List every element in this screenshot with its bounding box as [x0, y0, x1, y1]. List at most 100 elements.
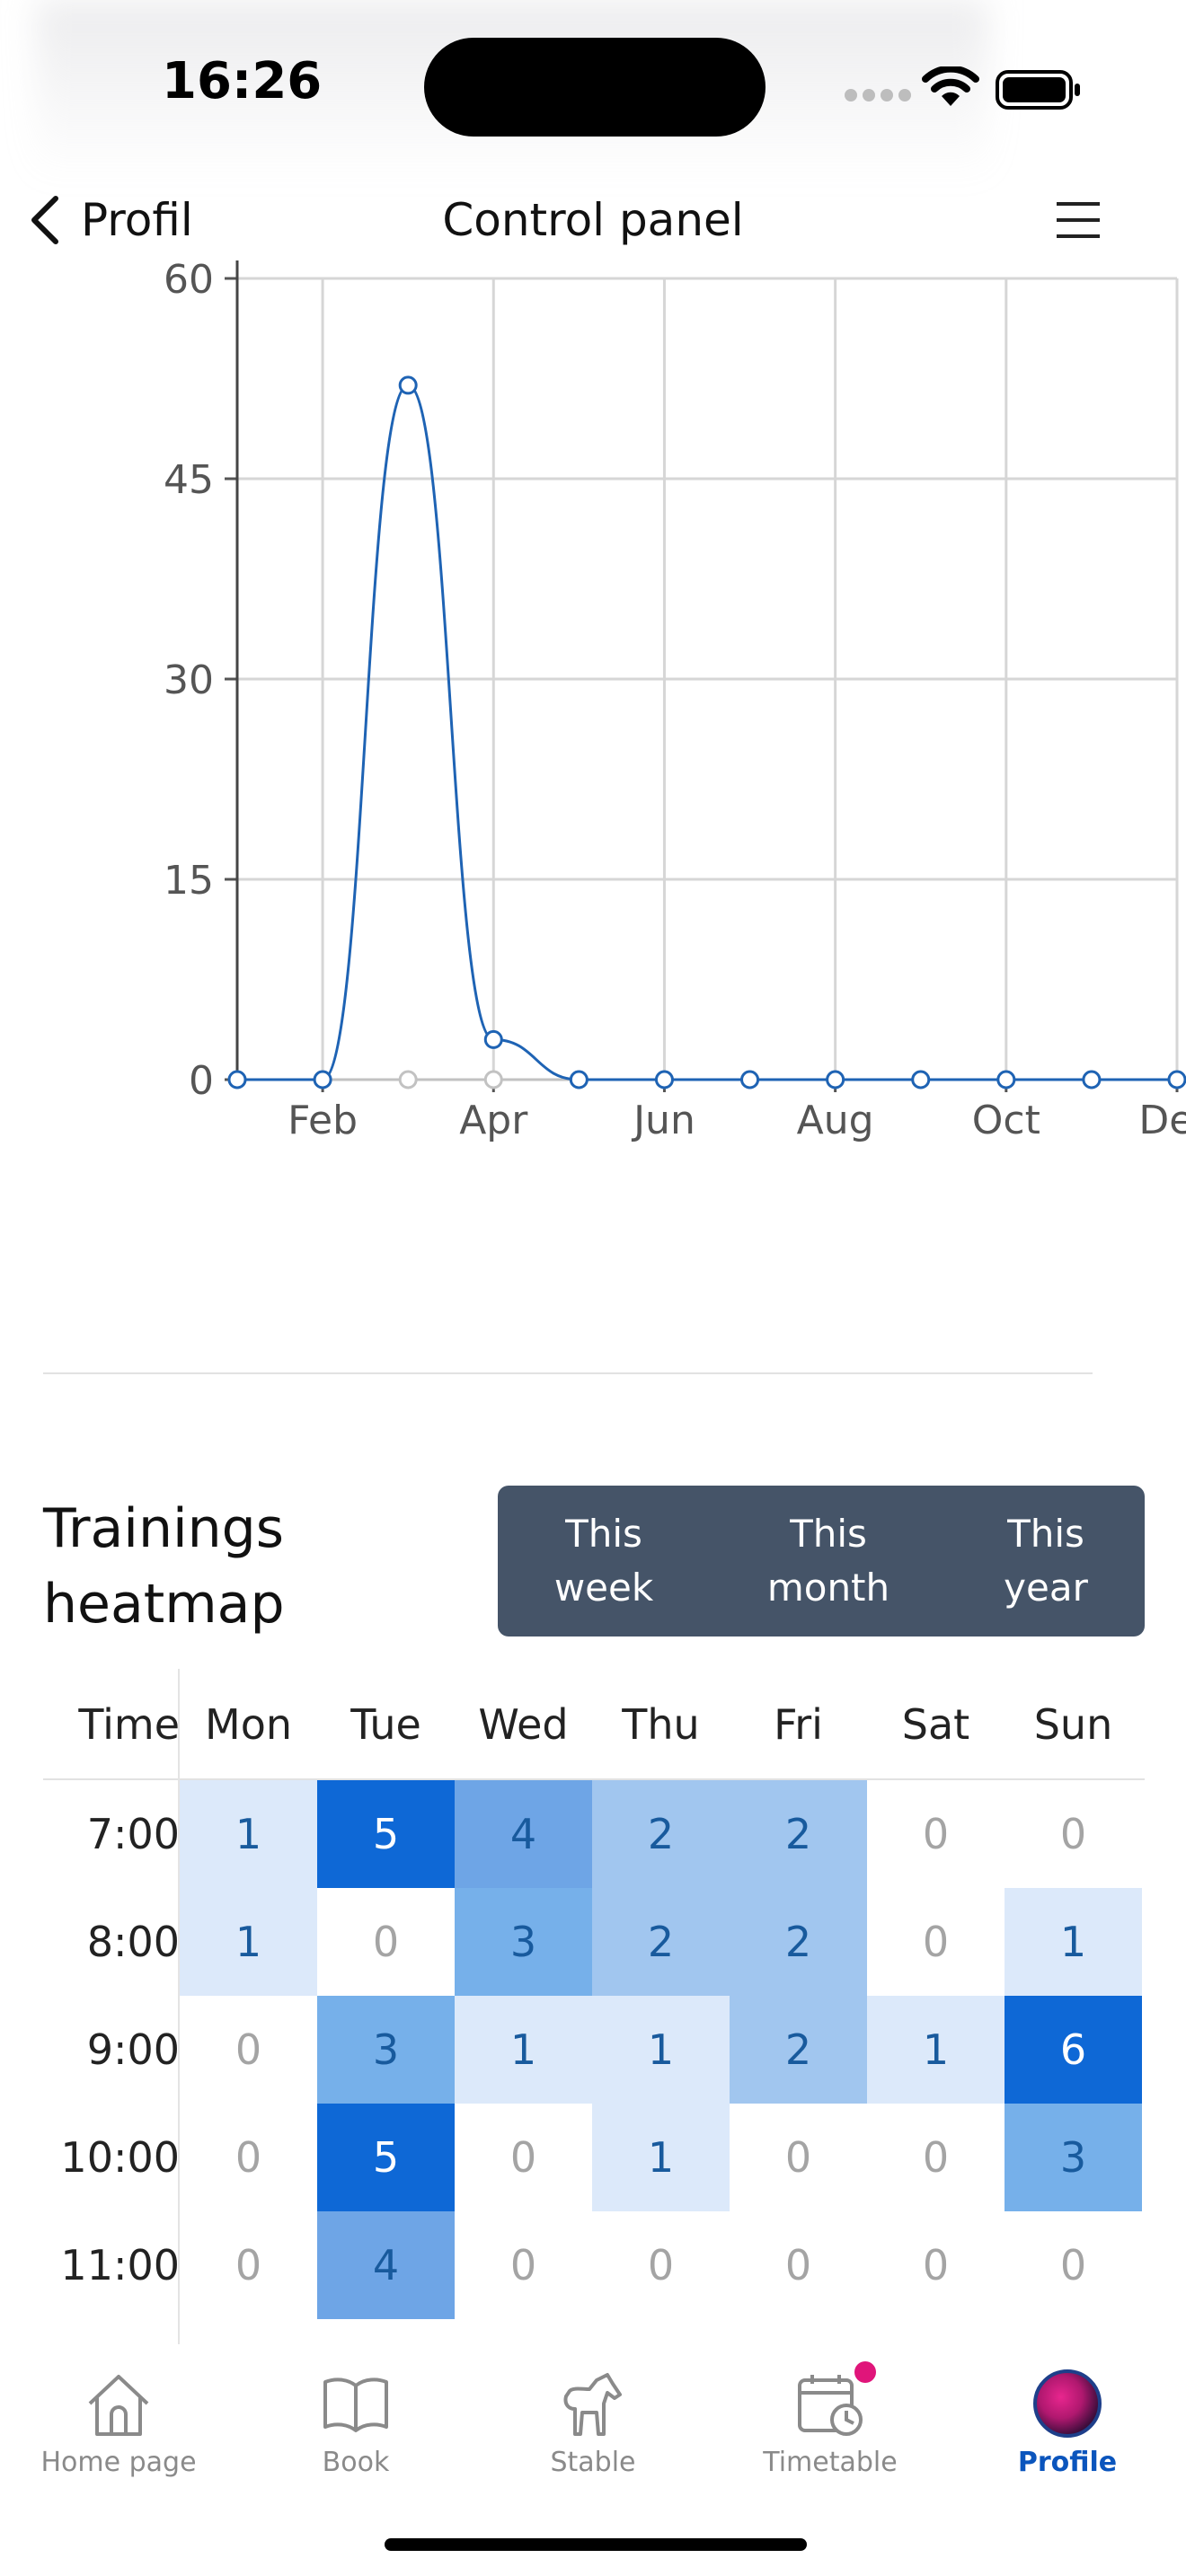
tab-label: Profile — [1017, 2447, 1118, 2478]
chart-series — [227, 375, 1186, 1090]
home-indicator — [385, 2538, 807, 2551]
wifi-icon — [922, 66, 979, 106]
heatmap-cell: 0 — [1005, 1780, 1142, 1888]
heatmap-cell: 4 — [317, 2211, 455, 2319]
data-point — [996, 1070, 1016, 1090]
battery-icon — [996, 70, 1080, 110]
heatmap-cell: 3 — [1005, 2104, 1142, 2211]
day-header: Sat — [901, 1700, 970, 1749]
heatmap-cell: 6 — [1005, 1996, 1142, 2104]
chart-axes — [225, 260, 1179, 1092]
tab-book[interactable]: Book — [237, 2344, 474, 2488]
heatmap-cell: 0 — [867, 1888, 1005, 1996]
period-this-month-button[interactable]: This month — [710, 1486, 947, 1636]
data-point — [740, 1070, 760, 1090]
series-line — [237, 384, 1177, 1081]
heatmap-cell: 2 — [730, 1888, 867, 1996]
data-point — [227, 1070, 247, 1090]
heatmap-cell: 4 — [455, 1780, 592, 1888]
calendar-clock-icon — [798, 2375, 863, 2436]
page-title: Control panel — [442, 194, 744, 246]
heatmap-cell: 0 — [1005, 2211, 1142, 2319]
day-header: Sun — [1033, 1700, 1113, 1749]
time-label: 9:00 — [86, 2025, 180, 2074]
tab-label: Home page — [40, 2447, 197, 2478]
heatmap-cell: 0 — [455, 2211, 592, 2319]
tab-label: Stable — [550, 2447, 636, 2478]
time-label: 8:00 — [86, 1918, 180, 1966]
heatmap-cell: 0 — [180, 2104, 317, 2211]
data-point — [398, 375, 418, 395]
tab-label: Timetable — [763, 2447, 898, 2478]
period-label: month — [766, 1566, 890, 1610]
y-tick-label: 60 — [164, 260, 214, 303]
back-label: Profil — [81, 194, 193, 246]
chart-grid — [237, 277, 1179, 1080]
time-label: 11:00 — [60, 2241, 180, 2289]
book-icon — [323, 2378, 388, 2432]
dynamic-island — [424, 38, 766, 137]
heatmap-row: 9:00 0 3 1 1 2 1 6 — [43, 1996, 1145, 2104]
heatmap-row: 7:00 1 5 4 2 2 0 0 — [43, 1780, 1145, 1888]
time-label: 7:00 — [86, 1810, 180, 1858]
data-point — [398, 1070, 418, 1090]
data-point — [313, 1070, 332, 1090]
data-point — [1082, 1070, 1102, 1090]
heatmap-header-row: Time Mon Tue Wed Thu Fri Sat Sun — [43, 1671, 1145, 1780]
time-label: 10:00 — [60, 2133, 180, 2182]
period-label: week — [553, 1566, 654, 1610]
menu-icon[interactable] — [1051, 193, 1105, 247]
x-tick-label: Jun — [631, 1098, 695, 1143]
heatmap-cell: 5 — [317, 1780, 455, 1888]
time-column-header: Time — [78, 1700, 180, 1749]
heatmap-cell: 1 — [180, 1780, 317, 1888]
heatmap-cell: 2 — [592, 1780, 730, 1888]
period-this-year-button[interactable]: This year — [947, 1486, 1145, 1636]
data-point — [654, 1070, 674, 1090]
back-button[interactable]: Profil — [27, 180, 193, 260]
heatmap-cell: 2 — [730, 1780, 867, 1888]
heatmap-cell: 0 — [455, 2104, 592, 2211]
heatmap-cell: 0 — [867, 2104, 1005, 2211]
x-tick-label: Aug — [797, 1098, 874, 1143]
heatmap-cell: 1 — [592, 2104, 730, 2211]
home-icon — [88, 2375, 149, 2436]
tab-timetable[interactable]: Timetable — [712, 2344, 949, 2488]
heatmap-cell: 3 — [455, 1888, 592, 1996]
trainings-line-chart: 0 15 30 45 60 Feb Apr Jun Aug Oct Dec — [164, 260, 1186, 1143]
day-header: Fri — [774, 1700, 823, 1749]
chart-tick-labels: 0 15 30 45 60 Feb Apr Jun Aug Oct Dec — [164, 260, 1186, 1143]
data-point — [911, 1070, 931, 1090]
tab-profile[interactable]: Profile — [949, 2344, 1186, 2488]
heatmap-title: Trainings heatmap — [43, 1491, 285, 1642]
heatmap-title-line2: heatmap — [43, 1573, 285, 1636]
x-tick-label: Dec — [1138, 1098, 1186, 1143]
heatmap-cell: 0 — [867, 2211, 1005, 2319]
data-point — [483, 1070, 503, 1090]
period-this-week-button[interactable]: This week — [498, 1486, 710, 1636]
period-label: This — [790, 1512, 867, 1556]
status-bar: 16:26 — [0, 0, 1186, 180]
heatmap-cell: 3 — [317, 1996, 455, 2104]
tab-home-page[interactable]: Home page — [0, 2344, 237, 2488]
heatmap-row: 11:00 0 4 0 0 0 0 0 — [43, 2211, 1145, 2319]
day-header: Mon — [205, 1700, 292, 1749]
notification-badge — [854, 2361, 876, 2383]
tab-stable[interactable]: Stable — [474, 2344, 712, 2488]
y-tick-label: 30 — [164, 657, 214, 703]
tab-label: Book — [322, 2447, 390, 2478]
data-point — [826, 1070, 845, 1090]
x-tick-label: Oct — [972, 1098, 1040, 1143]
cellular-signal-icon — [845, 88, 916, 105]
heatmap-cell: 0 — [180, 2211, 317, 2319]
y-tick-label: 45 — [164, 457, 214, 503]
avatar — [1033, 2369, 1102, 2438]
heatmap-cell: 1 — [1005, 1888, 1142, 1996]
heatmap-row: 8:00 1 0 3 2 2 0 1 — [43, 1888, 1145, 1996]
tab-bar: Home page Book Stable Timetable — [0, 2344, 1186, 2576]
heatmap-cell: 0 — [180, 1996, 317, 2104]
heatmap-row: 10:00 0 5 0 1 0 0 3 — [43, 2104, 1145, 2211]
heatmap-cell: 0 — [592, 2211, 730, 2319]
heatmap-cell: 0 — [730, 2211, 867, 2319]
trainings-heatmap-table: Time Mon Tue Wed Thu Fri Sat Sun 7:00 1 … — [43, 1671, 1145, 2319]
